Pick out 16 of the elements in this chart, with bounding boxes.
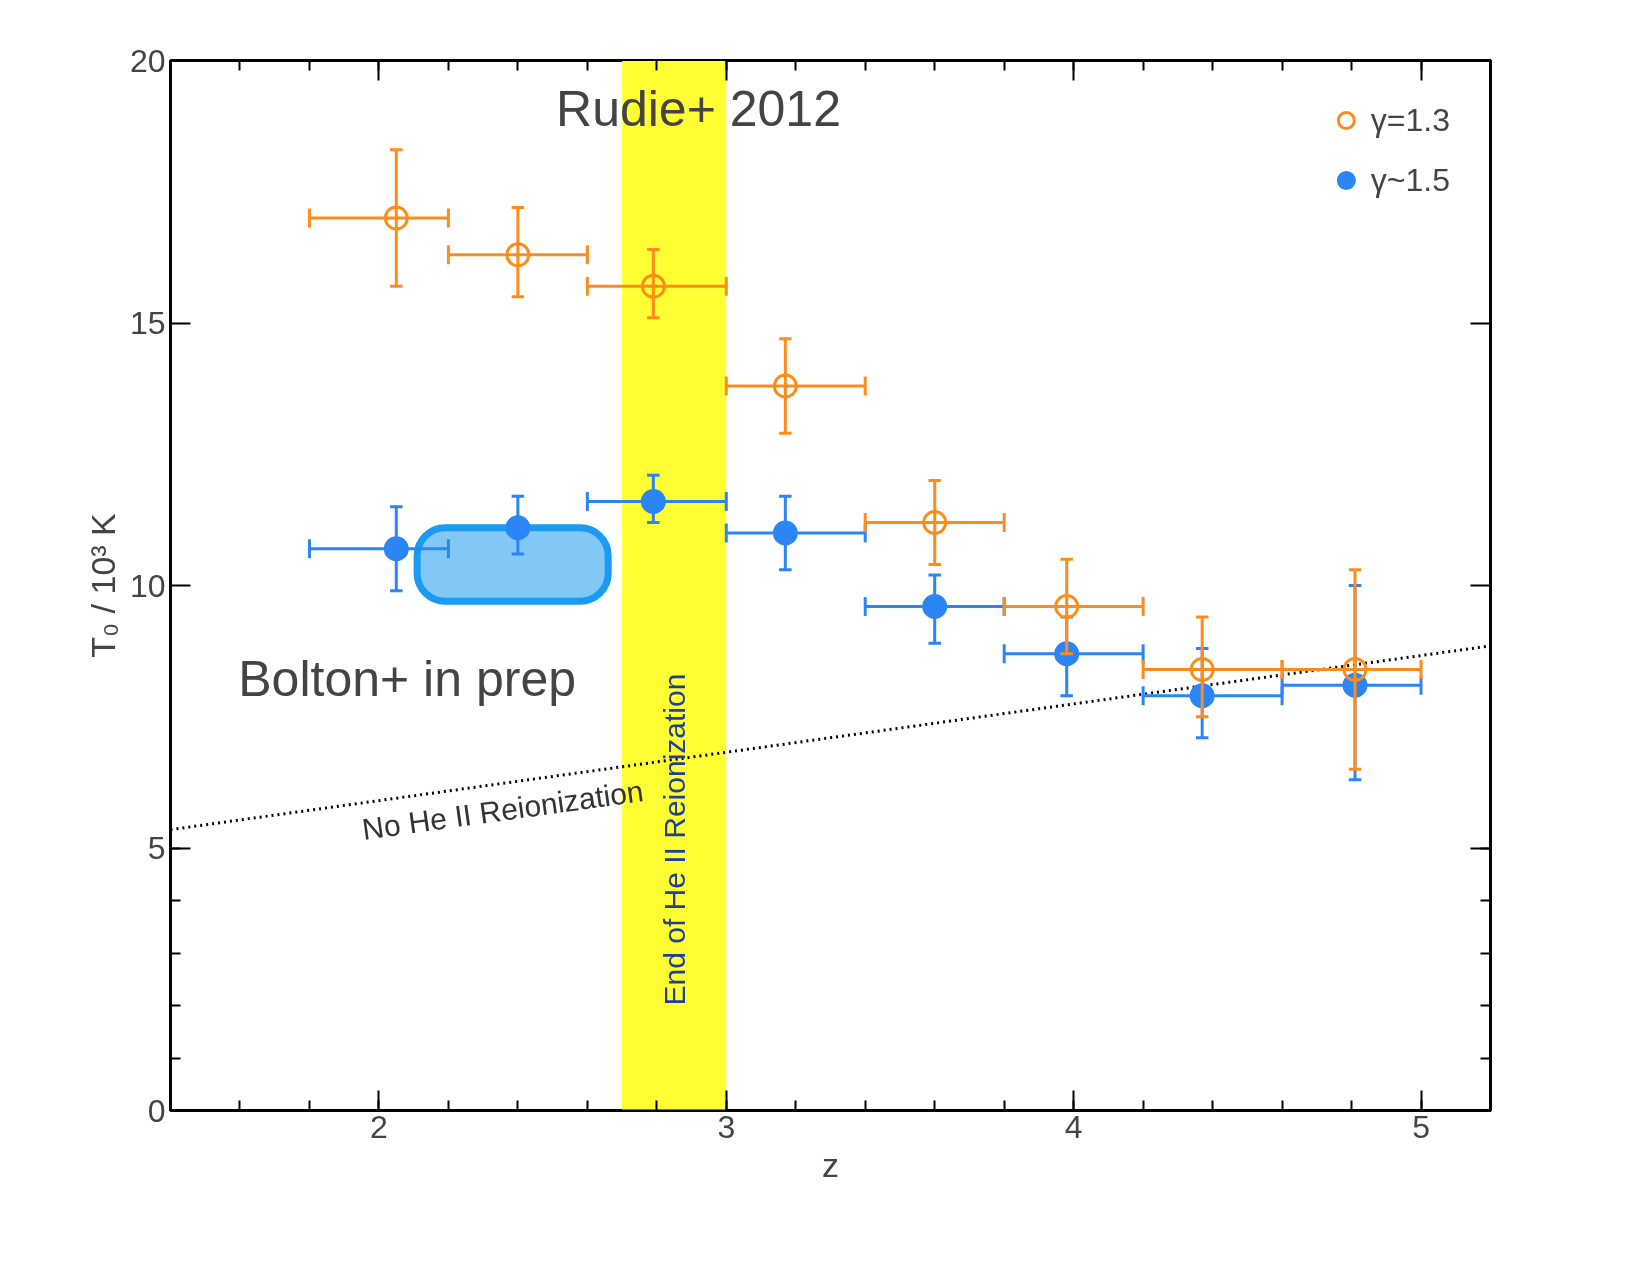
text: No He II Reionization — [360, 774, 646, 846]
y-tick-label: 0 — [147, 1092, 166, 1129]
y-tick-label: 15 — [129, 305, 166, 341]
y-axis-title: T₀ / 10³ K — [83, 512, 122, 658]
x-tick-label: 4 — [1064, 1108, 1083, 1145]
y-tick-label: 5 — [147, 830, 166, 866]
series-label: Bolton+ in prep — [238, 651, 577, 708]
legend-label: γ=1.3 — [1370, 101, 1450, 139]
y-tick-label: 10 — [129, 567, 166, 604]
band-label: End of He II Reionization — [657, 673, 691, 1006]
legend-label: γ~1.5 — [1370, 161, 1450, 199]
y-tick-label: 20 — [129, 42, 166, 79]
x-axis-title: z — [822, 1145, 839, 1184]
x-tick-label: 5 — [1412, 1108, 1430, 1145]
x-tick-label: 2 — [370, 1108, 388, 1145]
x-tick-label: 3 — [717, 1108, 736, 1145]
